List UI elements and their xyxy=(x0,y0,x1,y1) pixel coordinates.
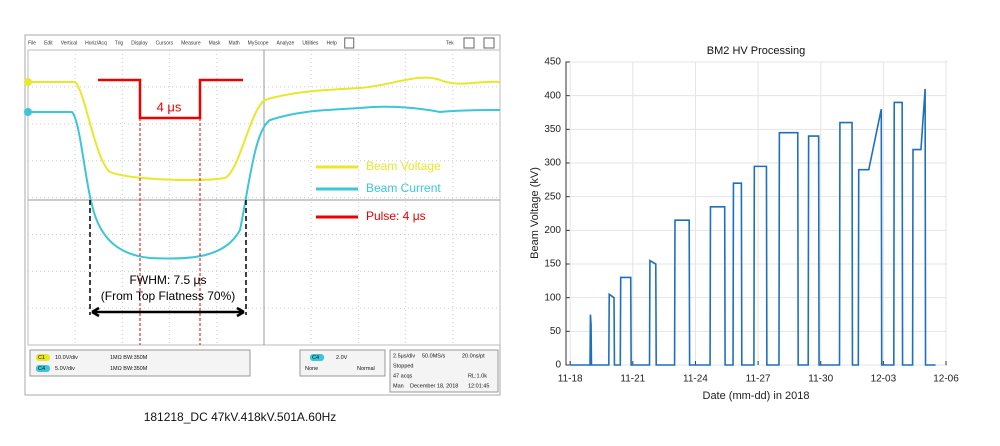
menu-item[interactable]: File xyxy=(28,40,36,46)
acquisition-box xyxy=(389,349,499,393)
menu-item[interactable]: Edit xyxy=(44,40,53,46)
menu-bar: File Edit Vertical Horiz/Acq Trig Display Curs… xyxy=(28,37,355,49)
menu-item[interactable]: Math xyxy=(229,40,240,46)
trigger-channel: C4 xyxy=(312,355,319,361)
legend-label: Pulse: 4 μs xyxy=(366,209,426,223)
y-tick-label: 400 xyxy=(544,90,561,101)
y-tick-label: 300 xyxy=(544,158,561,169)
x-tick-label: 12-03 xyxy=(871,374,897,385)
channel-badge xyxy=(310,354,324,361)
channel-badge xyxy=(36,365,50,372)
legend-label: Beam Voltage xyxy=(366,159,441,173)
fwhm-label: FWHM: 7.5 μs xyxy=(130,273,207,287)
channel-label: C4 xyxy=(38,366,45,372)
y-tick-label: 100 xyxy=(544,292,561,303)
trigger-mode: Man xyxy=(393,383,404,389)
trigger-box xyxy=(299,349,386,377)
beam-current-trace xyxy=(28,105,501,260)
menu-item[interactable]: Cursors xyxy=(156,40,174,46)
channel-marker xyxy=(24,78,32,86)
pulse-trace xyxy=(98,78,243,120)
trigger-source: None xyxy=(305,366,318,372)
x-tick-label: 11-27 xyxy=(746,374,771,385)
y-tick-label: 200 xyxy=(544,225,561,236)
menu-item[interactable]: Horiz/Acq xyxy=(85,40,107,46)
y-tick-label: 150 xyxy=(544,259,561,270)
y-axis-label: Beam Voltage (kV) xyxy=(529,167,541,259)
date: December 18, 2018 xyxy=(410,383,458,389)
y-tick-label: 0 xyxy=(555,360,561,371)
channel-marker xyxy=(24,108,32,116)
channel-label: C1 xyxy=(38,355,45,361)
run-state: Stopped xyxy=(393,363,414,369)
chart: BM2 HV Processing Date (mm-dd) in 2018 B… xyxy=(529,45,959,402)
legend-label: Beam Current xyxy=(366,181,441,195)
pulse-width-label: 4 μs xyxy=(157,99,182,114)
channel-box xyxy=(29,349,251,377)
channel-coupling: 1MΩ BW:350M xyxy=(110,366,148,372)
data-line xyxy=(570,88,936,366)
menu-item[interactable]: Analyze xyxy=(277,40,295,46)
menu-item[interactable]: Help xyxy=(326,40,337,46)
menu-item[interactable]: Measure xyxy=(181,40,201,46)
acquisitions: 47 acqs xyxy=(393,373,413,379)
channel-badge xyxy=(36,354,50,361)
x-tick-label: 11-24 xyxy=(683,374,708,385)
trigger-level: 2.0V xyxy=(336,355,348,361)
y-tick-label: 350 xyxy=(544,124,561,135)
menu-item[interactable]: MyScope xyxy=(248,40,269,46)
resolution: 20.0ns/pt xyxy=(462,353,485,359)
x-tick-label: 11-21 xyxy=(620,374,645,385)
trigger-mode: Normal xyxy=(357,366,375,372)
chart-title: BM2 HV Processing xyxy=(707,45,805,57)
status-bar: C1 10.0V/div 1MΩ BW:350M C4 5.0V/div 1MΩ… xyxy=(29,349,499,393)
x-tick-label: 11-30 xyxy=(808,374,833,385)
x-tick-label: 11-18 xyxy=(558,374,583,385)
y-tick-label: 50 xyxy=(550,326,562,337)
channel-scale: 10.0V/div xyxy=(55,355,78,361)
caption: 181218_DC 47kV.418kV.501A.60Hz xyxy=(144,410,337,424)
channel-scale: 5.0V/div xyxy=(55,366,75,372)
timebase-scale: 2.5μs/div xyxy=(393,353,415,359)
channel-coupling: 1MΩ BW:350M xyxy=(110,355,148,361)
oscilloscope: File Edit Vertical Horiz/Acq Trig Display Curs… xyxy=(24,34,501,424)
menu-item[interactable]: Utilities xyxy=(302,40,319,46)
record-length: RL:1.0k xyxy=(468,373,487,379)
close-button[interactable] xyxy=(483,37,495,49)
menu-item[interactable]: Trig xyxy=(115,40,124,46)
sample-rate: 50.0MS/s xyxy=(422,353,445,359)
fwhm-arrow xyxy=(91,306,245,318)
fwhm-note: (From Top Flatness 70%) xyxy=(101,289,236,303)
menu-item[interactable]: Vertical xyxy=(61,40,77,46)
x-tick-label: 12-06 xyxy=(933,374,959,385)
y-tick-label: 450 xyxy=(544,57,561,68)
beam-voltage-trace xyxy=(28,76,501,181)
menu-more[interactable] xyxy=(344,37,355,49)
x-axis-label: Date (mm-dd) in 2018 xyxy=(703,390,810,402)
y-tick-label: 250 xyxy=(544,191,561,202)
time: 12:01:45 xyxy=(468,383,489,389)
menu-item[interactable]: Mask xyxy=(209,40,221,46)
brand: Tek xyxy=(446,40,454,46)
plot-area xyxy=(565,61,947,366)
minimize-button[interactable] xyxy=(463,37,475,49)
menu-item[interactable]: Display xyxy=(131,40,148,46)
